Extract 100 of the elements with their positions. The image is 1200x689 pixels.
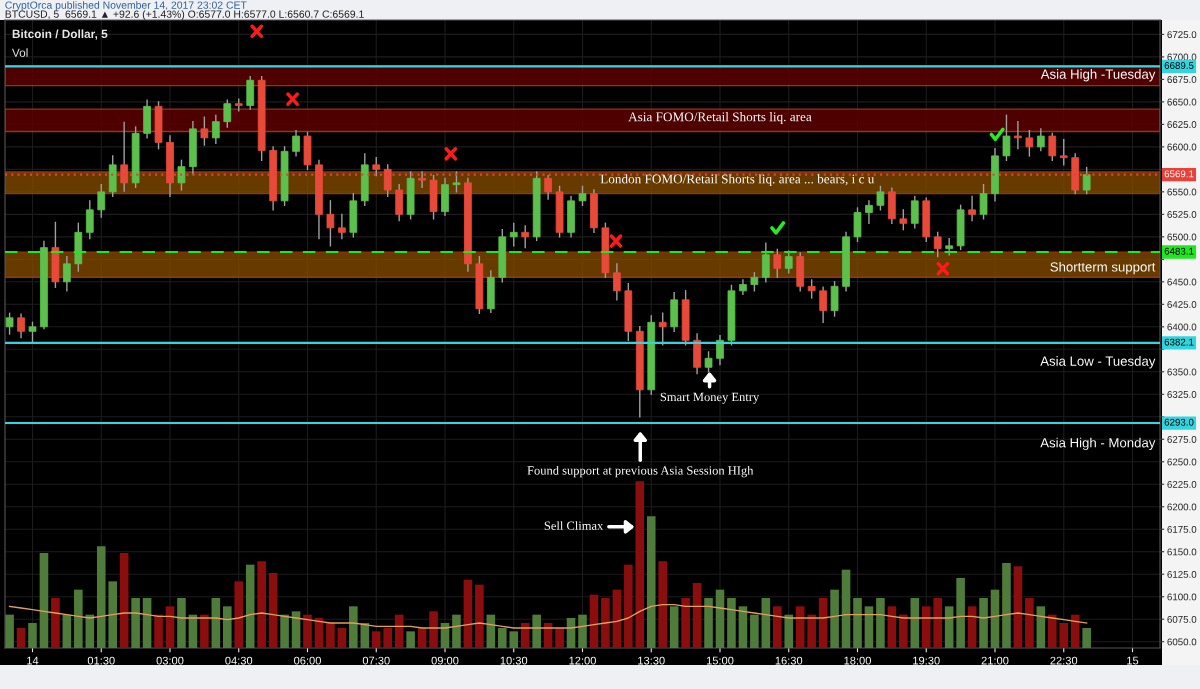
bar: [601, 598, 610, 648]
bar: [738, 606, 748, 648]
bar: [979, 598, 988, 648]
x-tick-label: 19:30: [913, 656, 940, 665]
candlestick: [28, 321, 37, 344]
bar: [222, 606, 232, 648]
text: Bitcoin / Dollar, 5: [12, 29, 108, 40]
annotation: London FOMO/Retail Shorts liq. area ... bears, i c u: [600, 174, 875, 187]
candlestick: [97, 183, 106, 218]
candlestick: [773, 248, 782, 279]
x-tick-label: 03:00: [156, 656, 184, 665]
bar: [360, 623, 370, 648]
candlestick: [1002, 114, 1011, 162]
candlestick: [968, 195, 976, 222]
bar: [727, 598, 736, 648]
annotation: Found support at previous Asia Session HIgh: [527, 465, 754, 478]
y-tick-label: 6675.0: [1167, 76, 1197, 83]
y-tick-label: 6725.0: [1167, 31, 1197, 39]
bar: [1025, 598, 1034, 648]
bar: [394, 614, 404, 648]
bar: [1059, 623, 1069, 648]
candlestick: [945, 237, 954, 256]
x-tick-label: 15:00: [706, 656, 734, 665]
x-tick-label: 04:30: [225, 656, 253, 665]
bar: [280, 614, 289, 648]
candlestick: [761, 242, 770, 283]
bar: [119, 553, 129, 648]
bar: [669, 606, 679, 648]
candlestick: [338, 213, 346, 240]
candlestick: [1025, 129, 1034, 157]
x-tick-label: 10:30: [500, 656, 528, 665]
bar: [85, 614, 95, 648]
chart-title: Vol: [11, 48, 28, 57]
candlestick: [17, 313, 25, 339]
x-tick-label: 09:00: [431, 656, 459, 665]
candlestick: [223, 99, 232, 128]
candlestick: [933, 231, 942, 258]
y-tick-label: 6275.0: [1167, 436, 1197, 443]
bar: [337, 628, 347, 648]
candlestick: [979, 183, 988, 220]
candlestick: [63, 255, 71, 292]
bar: [1082, 628, 1091, 648]
y-tick-label: 6550.0: [1167, 188, 1197, 196]
candlestick: [177, 159, 186, 191]
y-tick-label: 6125.0: [1167, 570, 1197, 578]
y-tick-label: 6500.0: [1167, 233, 1197, 241]
x-tick-label: 18:00: [844, 656, 871, 665]
bar: [956, 578, 965, 648]
bar: [177, 598, 186, 648]
bar: [772, 606, 782, 648]
candlestick: [1059, 138, 1068, 166]
candlestick: [85, 200, 94, 240]
ref-line-label: 6483.1: [1164, 247, 1194, 255]
bar: [349, 606, 358, 648]
candlestick: [658, 312, 667, 346]
bar: [291, 611, 301, 648]
candlestick: [1082, 166, 1091, 195]
bar: [62, 614, 72, 648]
bar: [578, 614, 587, 648]
x-tick-label: 01:30: [87, 656, 115, 665]
annotation: Shortterm support: [1050, 261, 1156, 275]
candlestick: [819, 286, 827, 323]
candlestick: [910, 195, 919, 229]
bar: [818, 598, 828, 648]
candlestick: [865, 200, 873, 225]
candlestick: [452, 171, 461, 193]
bar: [853, 598, 862, 648]
candlestick: [200, 116, 209, 146]
bar: [1047, 614, 1057, 648]
bar: [715, 589, 725, 648]
bar: [51, 598, 60, 648]
annotation: Smart Money Entry: [660, 392, 760, 404]
candlestick: [1014, 120, 1022, 150]
bar: [658, 561, 668, 648]
ref-line-label: 6689.5: [1164, 62, 1194, 69]
bar: [74, 589, 83, 648]
bar: [612, 589, 622, 648]
bar: [1036, 606, 1046, 648]
bar: [887, 606, 897, 648]
bar: [646, 516, 656, 648]
candlestick: [876, 185, 885, 211]
annotation: Asia High -Tuesday: [1040, 69, 1156, 82]
candlestick: [578, 185, 587, 207]
x-tick-label: 07:30: [362, 656, 390, 665]
bar: [39, 553, 49, 648]
candlestick: [509, 222, 518, 247]
annotation: Asia FOMO/Retail Shorts liq. area: [628, 111, 812, 124]
bar: [795, 606, 805, 648]
bar: [933, 598, 943, 648]
x-tick-label: 15: [1127, 656, 1139, 665]
bar: [921, 606, 931, 648]
y-tick-label: 6625.0: [1167, 121, 1197, 128]
bar: [475, 584, 484, 648]
candlestick: [739, 279, 747, 296]
bar: [165, 606, 175, 648]
candlestick: [211, 114, 220, 144]
annotation: Sell Climax: [544, 521, 604, 530]
bar: [509, 631, 519, 648]
text: BTCUSD, 5 6569.1 ▲ +92.6 (+1.43%) O:6577.0 H:6577.0 L:6560.7 C:6569.1: [5, 10, 364, 20]
x-tick-label: 22:30: [1050, 656, 1078, 665]
